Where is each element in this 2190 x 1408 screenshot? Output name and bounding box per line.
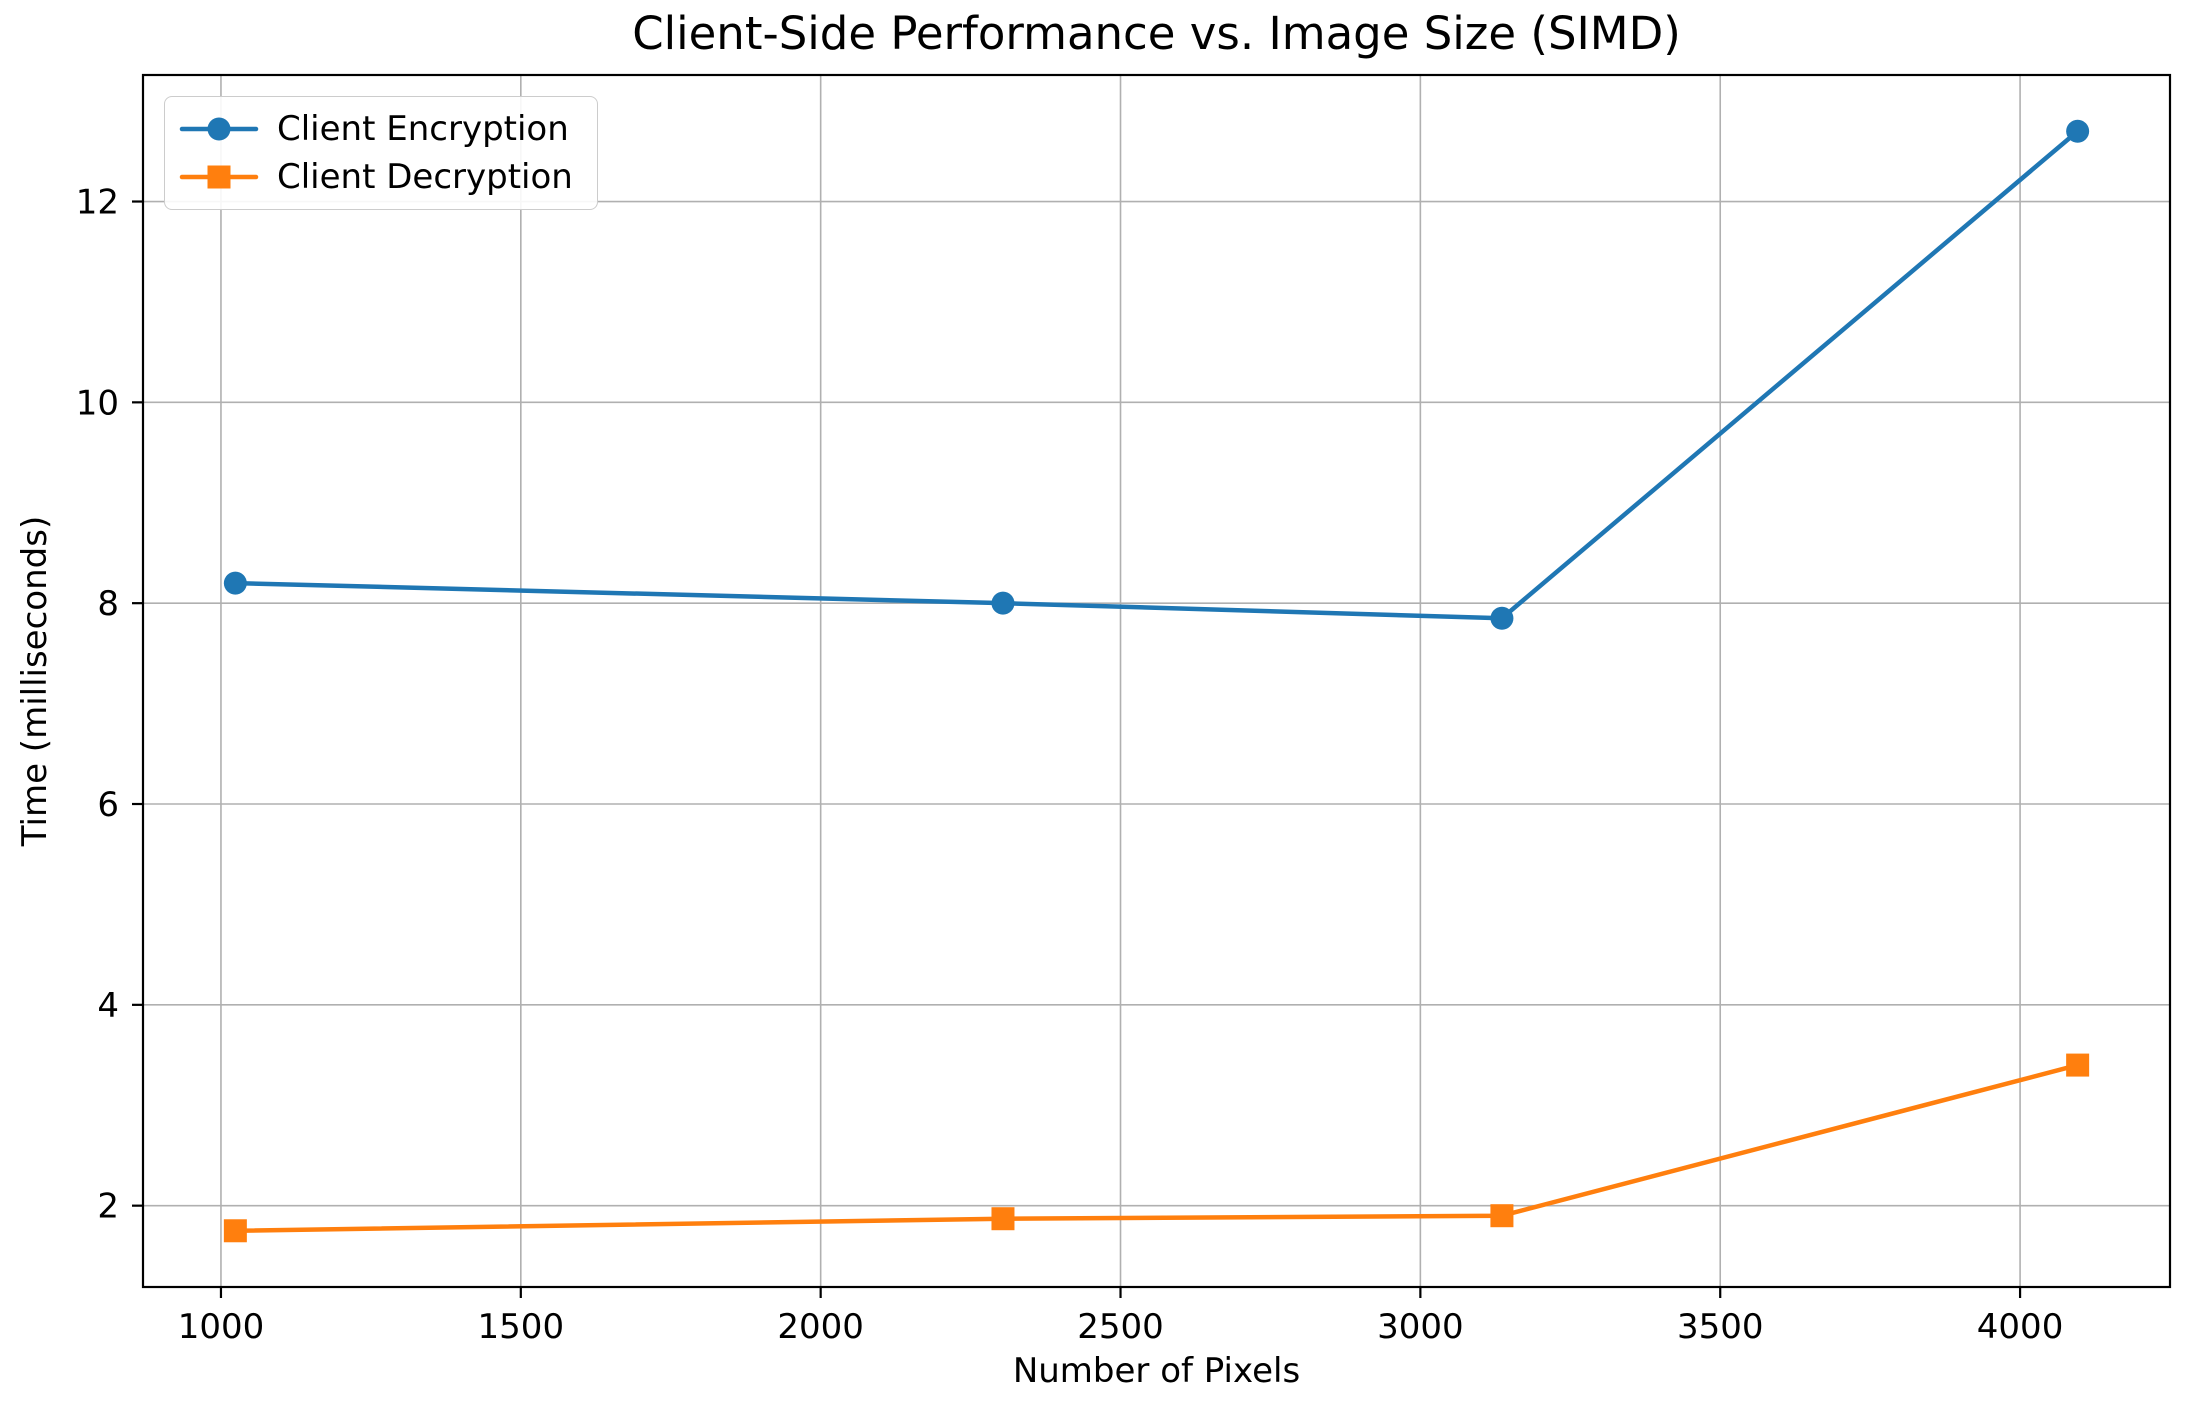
y-tick-label: 8 [97,584,119,624]
y-tick-label: 12 [76,183,119,223]
plot-border [141,73,2172,1289]
y-tick-label: 2 [97,1187,119,1227]
legend-marker-circle-icon [179,117,259,141]
y-tick-label: 10 [76,383,119,423]
x-tick-label: 1000 [178,1307,265,1347]
data-point-square-client-decryption [223,1219,247,1243]
x-tick-label: 2500 [1077,1307,1164,1347]
y-tick-label: 4 [97,986,119,1026]
chart-title: Client-Side Performance vs. Image Size (… [632,7,1681,60]
legend-sample-square [207,165,231,189]
data-point-square-client-decryption [1490,1204,1514,1228]
data-point-circle-client-encryption [1490,606,1514,630]
x-tick-label: 1500 [478,1307,565,1347]
x-tick-label: 2000 [777,1307,864,1347]
data-point-circle-client-encryption [991,591,1015,615]
data-point-circle-client-encryption [2066,119,2090,143]
data-point-circle-client-encryption [223,571,247,595]
data-point-square-client-decryption [991,1207,1015,1231]
series-line-client-decryption [233,1062,2080,1234]
legend-marker-square-icon [179,165,259,189]
legend-sample-circle [207,117,231,141]
data-point-square-client-decryption [2066,1053,2090,1077]
x-tick-label: 3000 [1377,1307,1464,1347]
y-tick-label: 6 [97,785,119,825]
x-tick-label: 4000 [1977,1307,2064,1347]
x-tick-label: 3500 [1677,1307,1764,1347]
legend-label-client-encryption: Client Encryption [277,109,569,149]
legend: Client Encryption Client Decryption [164,96,598,210]
legend-label-client-decryption: Client Decryption [277,157,573,197]
legend-item-client-decryption: Client Decryption [179,158,573,196]
x-axis-label: Number of Pixels [1012,1351,1301,1391]
y-axis-label: Time (milliseconds) [15,515,55,847]
series-line-client-encryption [233,128,2080,621]
legend-item-client-encryption: Client Encryption [179,110,573,148]
